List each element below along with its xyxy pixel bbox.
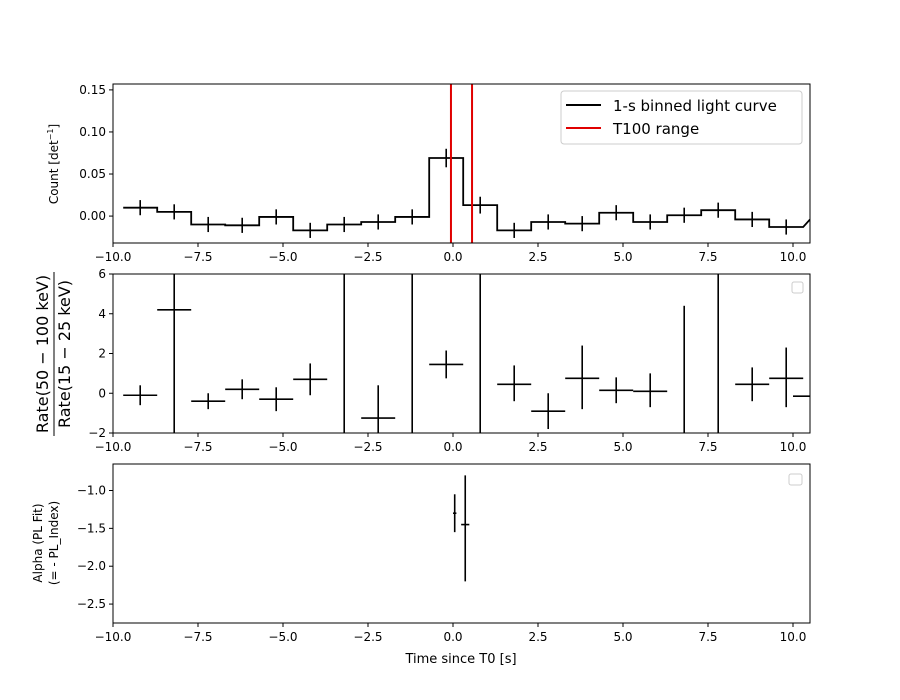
alpha-data xyxy=(453,475,470,582)
x-tick-label: 10.0 xyxy=(780,250,807,264)
y-tick-label: 0.05 xyxy=(79,167,106,181)
hardness-ratio-axes-frame xyxy=(112,273,811,434)
alpha-empty-legend xyxy=(788,473,803,486)
alpha-x-ticks: −10.0 −7.5 −5.0 −2.5 0.0 2.5 5.0 7.5 10.0 xyxy=(95,623,807,644)
y-tick-label: 0.00 xyxy=(79,209,106,223)
x-tick-label: 0.0 xyxy=(443,250,462,264)
x-tick-label: 10.0 xyxy=(780,630,807,644)
y-tick-label: 0.10 xyxy=(79,125,106,139)
alpha-axes-frame xyxy=(112,463,811,624)
x-tick-label: −2.5 xyxy=(353,250,382,264)
panel-light-curve: −10.0 −7.5 −5.0 −2.5 0.0 2.5 5.0 7.5 10.0 0.000.… xyxy=(46,83,811,264)
panel-alpha: −10.0 −7.5 −5.0 −2.5 0.0 2.5 5.0 7.5 10.0 −2.5−2… xyxy=(31,463,811,667)
y-tick-label: 0.15 xyxy=(79,83,106,97)
alpha-y-ticks: −2.5 −2.0 −1.5 −1.0 xyxy=(77,484,113,611)
x-tick-label: −10.0 xyxy=(95,440,132,454)
x-tick-label: −5.0 xyxy=(268,440,297,454)
hardness-ratio-y-label-numerator: Rate(50 − 100 keV) xyxy=(33,275,52,433)
light-curve-step-line xyxy=(123,157,810,232)
y-tick-label: −2 xyxy=(88,426,106,440)
hardness-ratio-empty-legend xyxy=(791,281,804,294)
light-curve-x-ticks: −10.0 −7.5 −5.0 −2.5 0.0 2.5 5.0 7.5 10.0 xyxy=(95,243,807,264)
y-tick-label: 4 xyxy=(98,307,106,321)
alpha-y-label-line2: (= - PL_Index) xyxy=(47,501,61,585)
x-tick-label: −2.5 xyxy=(353,630,382,644)
x-tick-label: 5.0 xyxy=(613,250,632,264)
x-tick-label: −5.0 xyxy=(268,250,297,264)
x-tick-label: −7.5 xyxy=(183,250,212,264)
light-curve-legend: 1-s binned light curve T100 range xyxy=(560,90,803,145)
x-tick-label: −7.5 xyxy=(183,440,212,454)
y-tick-label: 2 xyxy=(98,347,106,361)
light-curve-data xyxy=(123,84,810,243)
x-tick-label: −2.5 xyxy=(353,440,382,454)
x-tick-label: 5.0 xyxy=(613,630,632,644)
x-tick-label: 5.0 xyxy=(613,440,632,454)
legend-box xyxy=(560,90,803,145)
x-tick-label: 2.5 xyxy=(528,630,547,644)
x-tick-label: 7.5 xyxy=(698,440,717,454)
y-tick-label: 6 xyxy=(98,267,106,281)
x-tick-label: 2.5 xyxy=(528,250,547,264)
x-tick-label: −10.0 xyxy=(95,630,132,644)
legend-label-light-curve: 1-s binned light curve xyxy=(613,97,777,115)
x-tick-label: −7.5 xyxy=(183,630,212,644)
y-tick-label: −2.5 xyxy=(77,597,106,611)
x-tick-label: −5.0 xyxy=(268,630,297,644)
y-tick-label: −2.0 xyxy=(77,559,106,573)
x-tick-label: 7.5 xyxy=(698,630,717,644)
light-curve-y-label: Count [det−1] xyxy=(46,124,61,204)
hardness-ratio-data xyxy=(123,274,810,433)
x-tick-label: 0.0 xyxy=(443,440,462,454)
y-tick-label: −1.5 xyxy=(77,521,106,535)
hardness-ratio-y-label: Rate(50 − 100 keV) Rate(15 − 25 keV) xyxy=(33,272,74,436)
x-axis-label: Time since T0 [s] xyxy=(404,652,516,667)
light-curve-y-ticks: 0.00 0.05 0.10 0.15 xyxy=(79,83,113,223)
hardness-ratio-y-label-denominator: Rate(15 − 25 keV) xyxy=(55,280,74,428)
panel-hardness-ratio: −10.0 −7.5 −5.0 −2.5 0.0 2.5 5.0 7.5 10.0 −2 0 2 4 6… xyxy=(33,267,811,454)
hardness-ratio-x-ticks: −10.0 −7.5 −5.0 −2.5 0.0 2.5 5.0 7.5 10.0 xyxy=(95,433,807,454)
x-tick-label: 10.0 xyxy=(780,440,807,454)
x-tick-label: 7.5 xyxy=(698,250,717,264)
x-tick-label: 2.5 xyxy=(528,440,547,454)
hardness-ratio-y-ticks: −2 0 2 4 6 xyxy=(88,267,113,440)
y-tick-label: −1.0 xyxy=(77,484,106,498)
x-tick-label: 0.0 xyxy=(443,630,462,644)
alpha-y-label-line1: Alpha (PL Fit) xyxy=(31,503,45,582)
y-tick-label: 0 xyxy=(98,386,106,400)
legend-label-t100-range: T100 range xyxy=(612,120,699,138)
x-tick-label: −10.0 xyxy=(95,250,132,264)
light-curve-axes-frame xyxy=(112,83,811,244)
